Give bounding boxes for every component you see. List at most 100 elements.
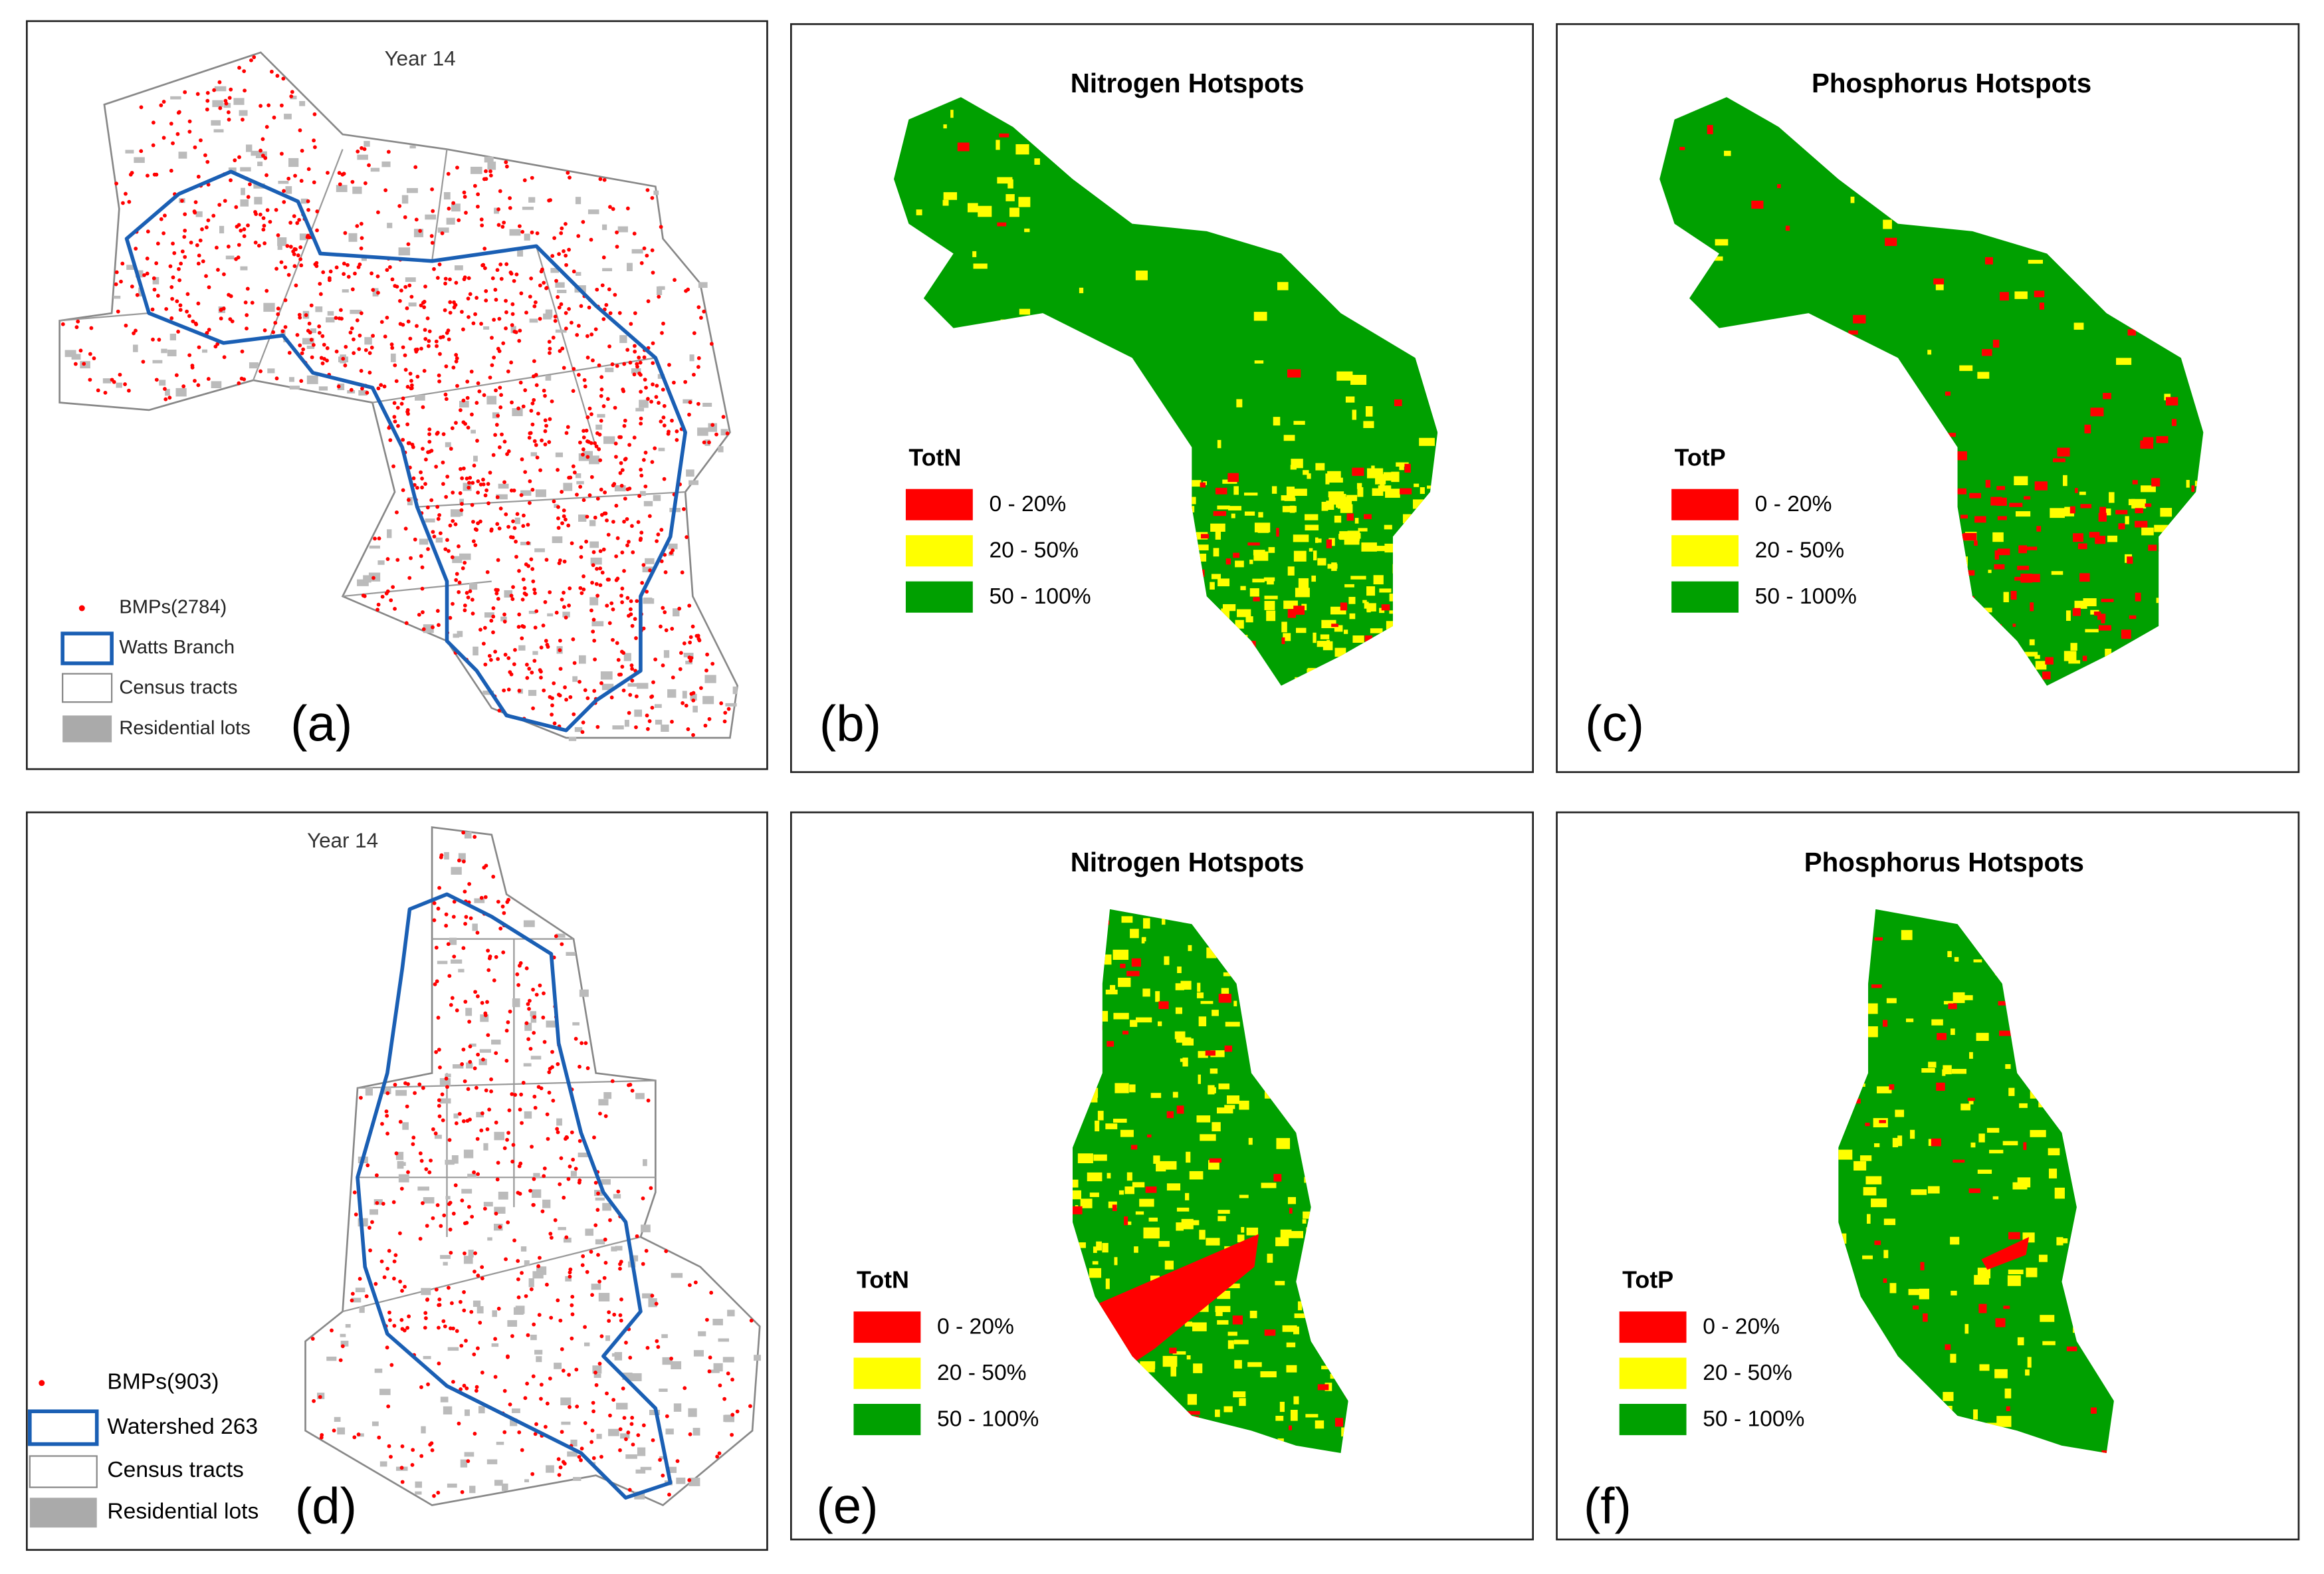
bmp-dot — [390, 346, 395, 350]
bmp-dot — [471, 539, 476, 544]
bmp-dot — [114, 282, 118, 286]
bmp-dot — [543, 1424, 548, 1429]
bmp-dot — [218, 106, 223, 110]
hotspot-cell — [997, 177, 1013, 184]
residential-lot — [169, 334, 177, 341]
bmp-dot — [315, 209, 320, 213]
hotspot-cell — [1992, 532, 2004, 542]
bmp-dot — [156, 241, 160, 246]
bmp-dot — [670, 627, 675, 631]
hotspot-cell — [1282, 506, 1297, 512]
bmp-dot — [387, 1444, 391, 1448]
bmp-dot — [391, 585, 395, 590]
bmp-dot — [517, 612, 522, 617]
residential-lot — [507, 1320, 518, 1327]
hotspot-cell — [1245, 774, 1253, 778]
bmp-dot — [397, 204, 402, 208]
bmp-dot — [437, 1325, 441, 1330]
bmp-dot — [297, 312, 302, 317]
bmp-dot — [409, 383, 414, 388]
bmp-dot — [295, 332, 300, 337]
bmp-dot — [274, 207, 278, 212]
bmp-dot — [639, 530, 644, 535]
bmp-dot — [359, 311, 364, 316]
residential-lot — [668, 543, 678, 550]
hotspot-cell — [2291, 777, 2303, 781]
bmp-dot — [627, 540, 631, 544]
bmp-dot — [661, 388, 665, 392]
hotspot-cell — [1233, 552, 1240, 558]
bmp-dot — [591, 1401, 595, 1405]
bmp-dot — [493, 1375, 498, 1379]
residential-lot — [498, 483, 509, 489]
residential-lot — [342, 289, 349, 293]
bmp-dot — [472, 1170, 476, 1175]
hotspot-cell — [1247, 798, 1263, 805]
bmp-dot — [502, 480, 506, 485]
bmp-map — [304, 826, 761, 1507]
bmp-dot — [484, 177, 488, 181]
bmp-dot — [460, 1490, 465, 1494]
residential-lot — [693, 1350, 704, 1357]
bmp-dot — [527, 998, 532, 1003]
bmp-dot — [527, 667, 532, 671]
residential-lot — [523, 1063, 532, 1067]
bmp-dot — [156, 294, 160, 298]
bmp-dot — [605, 604, 609, 608]
bmp-dot — [570, 1294, 575, 1299]
bmp-dot — [514, 272, 519, 277]
hotspot-cell — [1240, 586, 1246, 590]
bmp-dot — [556, 693, 561, 697]
bmp-dot — [558, 349, 562, 354]
bmp-dot — [533, 625, 538, 630]
bmp-dot — [591, 618, 596, 622]
hotspot-cell — [1714, 256, 1723, 261]
bmp-dot — [690, 624, 695, 629]
bmp-dot — [454, 353, 459, 357]
residential-lot — [578, 514, 587, 522]
bmp-dot — [419, 554, 423, 558]
hotspot-cell — [1794, 1563, 1799, 1572]
hotspot-cell — [1752, 802, 1758, 806]
bmp-dot — [446, 328, 451, 333]
residential-lot — [600, 671, 613, 680]
hotspot-cell — [1547, 568, 1553, 572]
hotspot-cell — [1552, 1557, 1556, 1563]
bmp-dot — [229, 178, 233, 183]
bmp-dot — [116, 309, 120, 314]
bmp-dot — [582, 378, 587, 382]
bmp-dot — [650, 195, 655, 200]
hotspot-cell — [1381, 604, 1390, 611]
bmp-dot — [473, 1251, 478, 1256]
hotspot-cell — [1143, 1227, 1160, 1239]
bmp-dot — [618, 471, 623, 475]
bmp-dot — [435, 609, 440, 613]
bmp-dot — [169, 168, 173, 173]
bmp-dot — [605, 1391, 609, 1396]
residential-lot — [398, 1162, 406, 1167]
bmp-dot — [422, 299, 427, 304]
bmp-dot — [482, 393, 486, 397]
bmp-dot — [154, 378, 159, 382]
hotspot-cell — [1276, 1138, 1291, 1149]
bmp-dot — [409, 386, 414, 390]
residential-lot — [299, 233, 307, 241]
residential-lot — [641, 1224, 651, 1232]
hotspot-cell — [1093, 1246, 1097, 1253]
hotspot-cell — [1475, 804, 1488, 812]
bmp-dot — [465, 1119, 470, 1123]
bmp-dot — [675, 1459, 680, 1464]
residential-lot — [102, 378, 112, 384]
bmp-dot — [154, 172, 159, 177]
hotspot-cell — [1212, 1122, 1221, 1132]
residential-lot — [195, 211, 203, 217]
bmp-dot — [479, 1128, 484, 1133]
hotspot-cell — [2048, 802, 2061, 808]
bmp-dot — [519, 291, 524, 296]
bmp-dot — [616, 1189, 621, 1194]
hotspot-cell — [1534, 791, 1540, 794]
bmp-dot — [383, 334, 387, 339]
bmp-dot — [704, 668, 708, 673]
residential-lot — [555, 452, 564, 457]
bmp-dot — [407, 283, 412, 288]
